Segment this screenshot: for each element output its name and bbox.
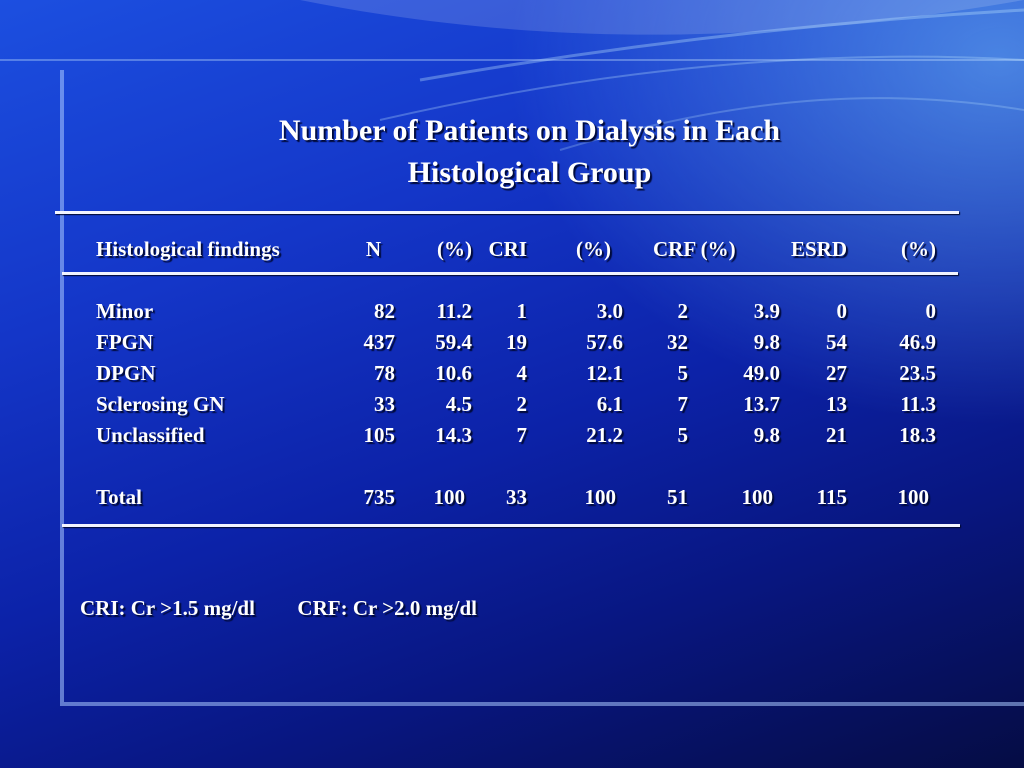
table-row: FPGN 437 59.4 19 57.6 32 9.8 54 46.9 bbox=[90, 327, 936, 358]
table-cell: 23.5 bbox=[899, 361, 936, 385]
header-cell: N bbox=[365, 237, 382, 261]
header-cell: (%) bbox=[437, 237, 472, 261]
table-cell: 32 bbox=[667, 330, 688, 354]
table-cell: 3.0 bbox=[596, 299, 623, 323]
table-cell: 100 bbox=[433, 485, 466, 509]
title-line-1: Number of Patients on Dialysis in Each bbox=[278, 114, 781, 147]
table-cell: 19 bbox=[506, 330, 527, 354]
table-cell: 735 bbox=[363, 485, 396, 509]
table-cell: Sclerosing GN bbox=[96, 392, 225, 416]
table-cell: Unclassified bbox=[96, 423, 205, 447]
table-cell: 54 bbox=[826, 330, 847, 354]
footnote-crf: CRF: Cr >2.0 mg/dl bbox=[297, 596, 477, 620]
table-cell: 33 bbox=[374, 392, 395, 416]
footnote-cri: CRI: Cr >1.5 mg/dl bbox=[80, 596, 255, 620]
table-cell: Minor bbox=[96, 299, 154, 323]
table-cell: 46.9 bbox=[899, 330, 936, 354]
table-cell: 7 bbox=[516, 423, 528, 447]
title-line-2: Histological Group bbox=[407, 156, 652, 189]
table-cell: 13.7 bbox=[743, 392, 780, 416]
header-cell: CRF (%) bbox=[653, 237, 736, 261]
table-row: Unclassified 105 14.3 7 21.2 5 9.8 21 18.3 bbox=[90, 420, 936, 451]
header-cell: (%) bbox=[576, 237, 611, 261]
table-cell: 27 bbox=[826, 361, 847, 385]
table-cell: 49.0 bbox=[743, 361, 780, 385]
table-cell: 10.6 bbox=[435, 361, 472, 385]
table-cell: 82 bbox=[374, 299, 395, 323]
table-body: Minor 82 11.2 1 3.0 2 3.9 0 0 FPGN 437 59.4 19 57.6 32… bbox=[90, 296, 936, 451]
table-cell: 59.4 bbox=[435, 330, 472, 354]
table-cell: DPGN bbox=[96, 361, 156, 385]
footnote: CRI: Cr >1.5 mg/dl CRF: Cr >2.0 mg/dl bbox=[80, 596, 477, 621]
spacer-row bbox=[90, 265, 936, 296]
header-cell: (%) bbox=[901, 237, 936, 261]
table-cell: 33 bbox=[506, 485, 527, 509]
table-cell: 14.3 bbox=[435, 423, 472, 447]
table-cell: Total bbox=[96, 485, 142, 509]
table-cell: 2 bbox=[516, 392, 528, 416]
table-cell: 100 bbox=[897, 485, 930, 509]
table-row: DPGN 78 10.6 4 12.1 5 49.0 27 23.5 bbox=[90, 358, 936, 389]
table-cell: 4.5 bbox=[445, 392, 472, 416]
table-cell: 78 bbox=[374, 361, 395, 385]
table-cell: 5 bbox=[677, 423, 689, 447]
table-cell: 115 bbox=[816, 485, 847, 509]
table-cell: 0 bbox=[925, 299, 937, 323]
table-cell: 21 bbox=[826, 423, 847, 447]
patients-table: Histological findings N (%) CRI (%) CRF … bbox=[90, 234, 936, 513]
table-cell: 3.9 bbox=[753, 299, 780, 323]
table-cell: 2 bbox=[677, 299, 689, 323]
table-cell: 437 bbox=[363, 330, 396, 354]
table-cell: 7 bbox=[677, 392, 689, 416]
header-cell: CRI bbox=[488, 237, 527, 261]
table-cell: 9.8 bbox=[753, 330, 780, 354]
table-row: Sclerosing GN 33 4.5 2 6.1 7 13.7 13 11.3 bbox=[90, 389, 936, 420]
header-cell: Histological findings bbox=[96, 237, 280, 261]
table-cell: 18.3 bbox=[899, 423, 936, 447]
total-row: Total 735 100 33 100 51 100 115 100 bbox=[90, 482, 936, 513]
table-cell: 11.3 bbox=[900, 392, 936, 416]
header-row: Histological findings N (%) CRI (%) CRF … bbox=[90, 234, 936, 265]
top-rule bbox=[55, 211, 959, 214]
table-cell: FPGN bbox=[96, 330, 154, 354]
table-cell: 1 bbox=[516, 299, 528, 323]
table-cell: 12.1 bbox=[586, 361, 623, 385]
table-cell: 4 bbox=[516, 361, 528, 385]
header-rule bbox=[62, 272, 958, 275]
table-cell: 0 bbox=[836, 299, 848, 323]
slide-title: Number of Patients on Dialysis in Each H… bbox=[0, 110, 1024, 194]
table-cell: 6.1 bbox=[596, 392, 623, 416]
table-cell: 57.6 bbox=[586, 330, 623, 354]
table-cell: 21.2 bbox=[586, 423, 623, 447]
table-cell: 100 bbox=[584, 485, 617, 509]
header-cell: ESRD bbox=[790, 237, 847, 261]
table-cell: 9.8 bbox=[753, 423, 780, 447]
table-cell: 11.2 bbox=[436, 299, 472, 323]
table-cell: 13 bbox=[826, 392, 847, 416]
slide-frame bbox=[60, 70, 1024, 706]
table-cell: 51 bbox=[667, 485, 688, 509]
table-cell: 105 bbox=[363, 423, 396, 447]
bottom-rule bbox=[62, 524, 960, 527]
table-cell: 100 bbox=[741, 485, 774, 509]
table-cell: 5 bbox=[677, 361, 689, 385]
spacer-row bbox=[90, 451, 936, 482]
table-row: Minor 82 11.2 1 3.0 2 3.9 0 0 bbox=[90, 296, 936, 327]
